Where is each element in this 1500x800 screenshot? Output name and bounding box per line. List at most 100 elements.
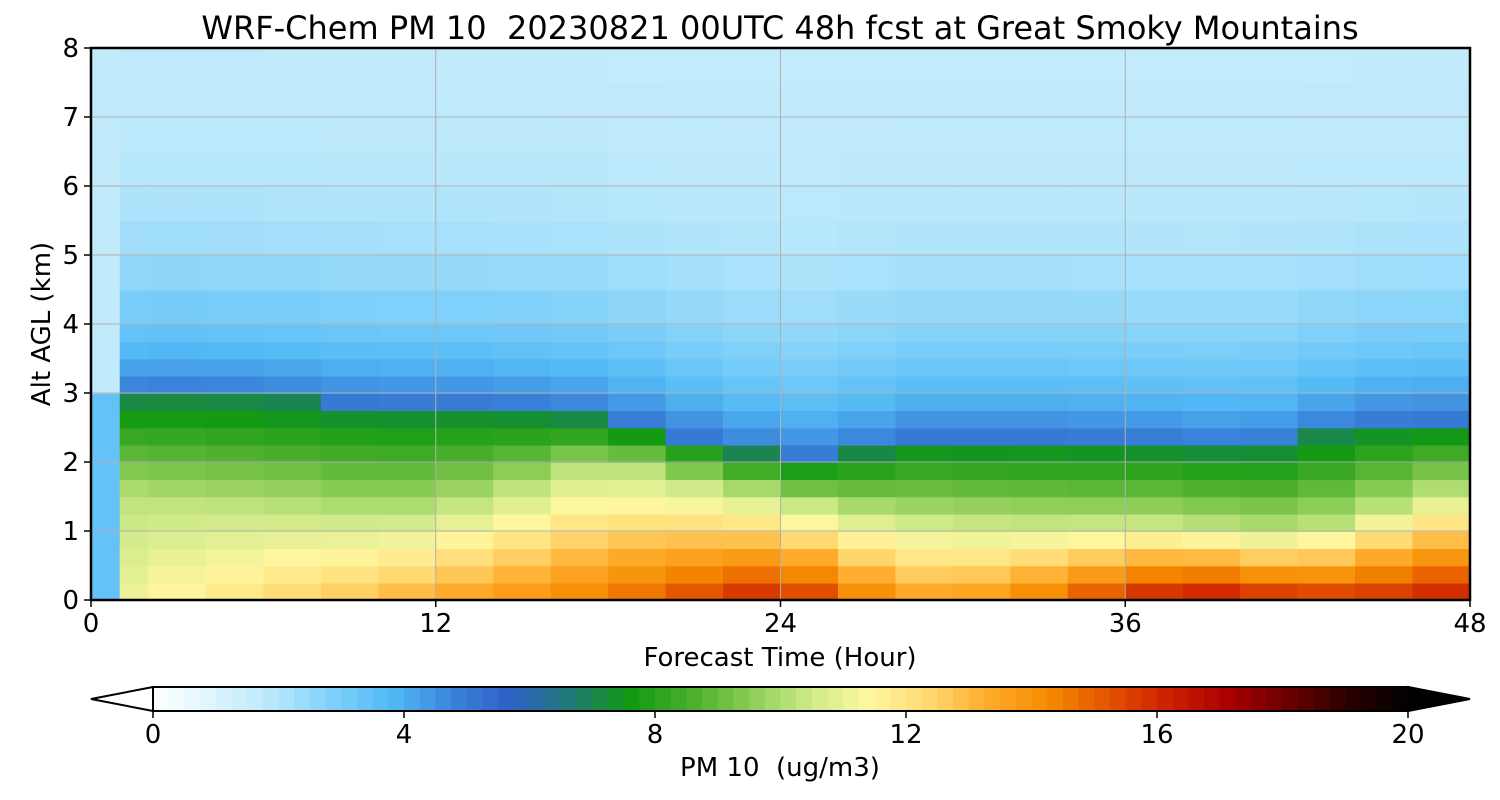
colorbar-segment [1031,687,1048,711]
heatmap-cell [1182,117,1241,153]
heatmap-cell [1182,186,1241,222]
heatmap-cell [1412,358,1470,377]
colorbar-segment [843,687,860,711]
heatmap-cell [1240,548,1299,567]
heatmap-cell [780,151,839,187]
heatmap-cell [148,410,207,429]
heatmap-cell [895,289,954,325]
heatmap-cell [1182,548,1241,567]
x-tick-label: 0 [83,609,100,639]
y-tick-label: 4 [62,310,79,340]
heatmap-cell [1240,186,1299,222]
colorbar-segment [1392,687,1409,711]
colorbar-max-extension [1407,685,1471,713]
heatmap-cell [493,582,552,600]
heatmap-cell [320,82,380,118]
heatmap-cell [952,341,1012,360]
colorbar-segment [623,687,640,711]
heatmap-cell [1010,375,1069,394]
y-tick-label: 2 [62,448,79,478]
heatmap-cell [1010,393,1069,412]
colorbar-segment [811,687,829,711]
heatmap-cell [1182,427,1241,446]
heatmap-cell [91,444,121,463]
heatmap-cell [1067,289,1127,325]
heatmap-cell [493,462,552,481]
heatmap-cell [378,548,437,567]
heatmap-cell [1240,496,1299,515]
heatmap-cell [435,220,495,256]
heatmap-cell [263,444,322,463]
colorbar-segment [419,687,436,711]
heatmap-cell [435,324,495,343]
heatmap-cell [493,255,552,291]
heatmap-cell [205,393,265,412]
heatmap-cell [1010,582,1069,600]
heatmap-cell [91,117,121,153]
heatmap-cell [1355,496,1414,515]
heatmap-cell [1240,582,1299,600]
heatmap-cell [378,186,437,222]
heatmap-cell [1240,479,1299,498]
colorbar-segment [1047,687,1064,711]
heatmap-cell [263,341,322,360]
heatmap-cell [780,82,839,118]
heatmap-cell [320,289,380,325]
heatmap-cell [1125,582,1184,600]
heatmap-cell [91,565,121,584]
heatmap-cell [1297,548,1356,567]
heatmap-cell [1412,289,1470,325]
heatmap-cell [91,375,121,394]
heatmap-cell [148,462,207,481]
heatmap-cell [1412,548,1470,567]
heatmap-cell [91,358,121,377]
heatmap-cell [1182,582,1241,600]
heatmap-cell [378,220,437,256]
heatmap-cell [263,479,322,498]
heatmap-cell [378,48,437,84]
heatmap-cell [205,117,265,153]
heatmap-cell [723,324,782,343]
heatmap-cell [1182,375,1241,394]
heatmap-cell [378,255,437,291]
heatmap-cell [952,82,1012,118]
heatmap-cell [320,220,380,256]
heatmap-cell [723,358,782,377]
heatmap-cell [952,375,1012,394]
heatmap-cell [205,513,265,532]
heatmap-cell [1297,565,1356,584]
heatmap-cell [665,496,724,515]
heatmap-cell [1067,186,1127,222]
colorbar-ticks: 0 4 8 12 16 20 [145,711,1425,750]
heatmap-cell [91,393,121,412]
heatmap-cell [723,48,782,84]
heatmap-cell [895,358,954,377]
heatmap-cell [1182,220,1241,256]
colorbar-tick-label: 8 [647,720,664,750]
heatmap-cell [1125,82,1184,118]
heatmap-cell [263,117,322,153]
heatmap-cell [1297,444,1356,463]
heatmap-cell [1297,151,1356,187]
heatmap-cell [1010,496,1069,515]
heatmap-cell [837,255,897,291]
colorbar-segment [655,687,672,711]
heatmap-cell [91,82,121,118]
heatmap-cell [723,531,782,550]
colorbar-segment [184,687,201,711]
heatmap-cell [1125,513,1184,532]
heatmap-cell [119,410,150,429]
heatmap-cell [608,151,667,187]
heatmap-cell [665,48,724,84]
heatmap-cell [1067,496,1127,515]
heatmap-cell [493,82,552,118]
heatmap-cell [952,582,1012,600]
heatmap-cell [550,220,609,256]
heatmap-cell [378,393,437,412]
heatmap-cell [91,427,121,446]
heatmap-cell [205,358,265,377]
x-tick-label: 48 [1453,609,1486,639]
heatmap-cell [493,548,552,567]
colorbar-segment [858,687,876,711]
colorbar-segment [560,687,578,711]
